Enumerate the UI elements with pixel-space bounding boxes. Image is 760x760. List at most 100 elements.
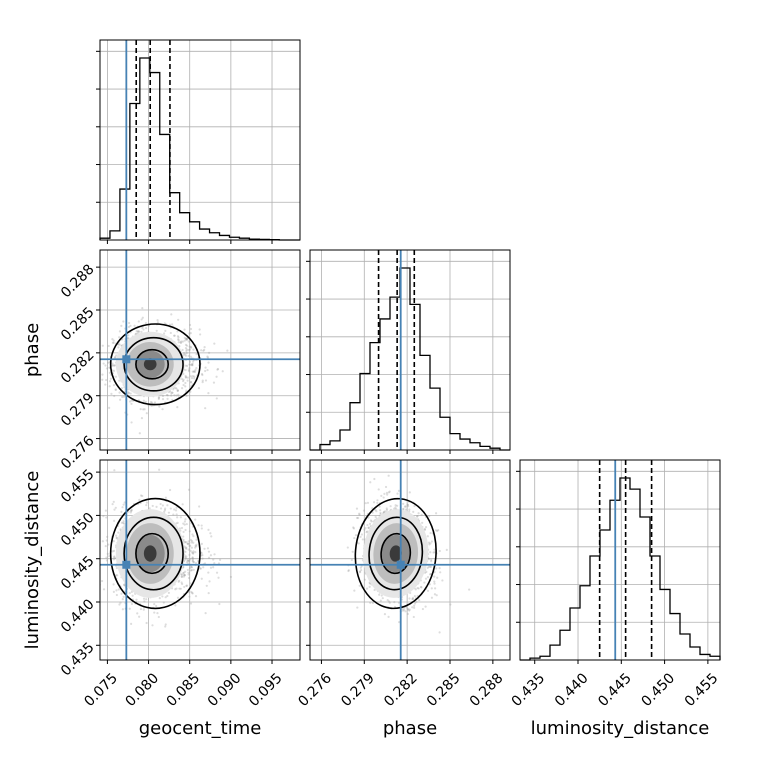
sample-point: [204, 379, 208, 382]
sample-point: [158, 468, 161, 471]
sample-point: [112, 341, 115, 344]
sample-point: [185, 389, 188, 392]
sample-point: [128, 321, 131, 325]
sample-point: [182, 530, 185, 534]
sample-point: [357, 542, 360, 545]
sample-point: [130, 509, 133, 512]
sample-point: [101, 373, 104, 376]
sample-point: [189, 549, 192, 552]
sample-point: [104, 383, 107, 386]
sample-point: [123, 386, 126, 389]
sample-point: [353, 589, 356, 592]
sample-point: [423, 527, 427, 531]
sample-point: [188, 360, 192, 363]
sample-point: [105, 556, 108, 559]
sample-point: [201, 373, 204, 377]
sample-point: [182, 383, 185, 387]
panel-frame: [309, 249, 511, 451]
sample-point: [436, 529, 439, 533]
sample-point: [120, 324, 123, 327]
sample-point: [416, 515, 419, 518]
sample-point: [187, 370, 191, 373]
sample-point: [189, 363, 192, 366]
contour-line: [135, 348, 170, 380]
sample-point: [185, 376, 188, 379]
sample-point: [153, 611, 156, 614]
y-tick-label: 0.445: [58, 553, 98, 593]
sample-point: [376, 499, 379, 502]
sample-point: [202, 566, 205, 569]
y-tick-label: 0.450: [58, 510, 98, 550]
sample-point: [111, 341, 114, 344]
sample-point: [86, 343, 88, 345]
sample-point: [114, 534, 118, 537]
sample-point: [366, 501, 370, 504]
sample-point: [359, 566, 362, 569]
sample-point: [427, 558, 430, 561]
sample-point: [407, 505, 410, 508]
sample-point: [180, 377, 184, 381]
sample-point: [163, 509, 167, 512]
sample-point: [183, 574, 187, 577]
sample-point: [201, 379, 204, 382]
sample-point: [131, 594, 134, 597]
sample-point: [151, 504, 154, 508]
sample-point: [177, 393, 180, 396]
sample-point: [136, 612, 139, 615]
sample-point: [195, 367, 198, 370]
sample-point: [138, 498, 141, 501]
sample-point: [186, 542, 190, 545]
sample-point: [98, 346, 100, 348]
sample-point: [184, 385, 187, 388]
sample-point: [430, 565, 433, 568]
sample-point: [108, 406, 111, 409]
sample-point: [156, 321, 160, 324]
sample-point: [117, 588, 120, 591]
sample-point: [393, 605, 397, 609]
sample-point: [173, 334, 176, 337]
contour-line: [123, 516, 184, 591]
sample-point: [170, 392, 173, 395]
sample-point: [130, 622, 133, 625]
sample-point: [109, 377, 112, 380]
contour-line: [109, 323, 201, 406]
sample-point: [204, 407, 207, 410]
sample-point: [175, 506, 178, 509]
sample-point: [158, 597, 161, 600]
sample-point: [207, 528, 210, 531]
sample-point: [185, 561, 188, 564]
y-tick-label: 0.288: [58, 261, 98, 301]
sample-point: [183, 570, 187, 573]
sample-point: [185, 337, 189, 340]
sample-point: [115, 536, 118, 539]
sample-point: [121, 506, 124, 509]
pair-panel-phase-luminosity_distance: [306, 459, 511, 664]
pair-content: [310, 460, 510, 660]
sample-point: [359, 535, 362, 539]
sample-point: [413, 594, 416, 598]
sample-point: [178, 579, 181, 582]
sample-point: [187, 542, 190, 545]
sample-point: [166, 504, 169, 507]
sample-point: [403, 505, 407, 508]
sample-point: [373, 477, 376, 481]
density-level: [389, 545, 402, 562]
sample-point: [188, 544, 191, 548]
sample-point: [128, 400, 132, 403]
sample-point: [413, 604, 416, 607]
sample-point: [189, 565, 192, 568]
sample-point: [358, 571, 362, 574]
sample-point: [185, 351, 188, 355]
y-tick-label: 0.285: [58, 304, 98, 344]
sample-point: [185, 338, 188, 341]
sample-point: [416, 515, 419, 518]
x-tick-label: 0.090: [205, 670, 245, 710]
sample-point: [379, 509, 382, 512]
sample-point: [107, 344, 110, 348]
sample-point: [161, 595, 164, 598]
sample-point: [371, 511, 374, 514]
sample-point: [177, 341, 180, 344]
y-tick-label: 0.455: [58, 466, 98, 506]
sample-point: [434, 587, 437, 590]
